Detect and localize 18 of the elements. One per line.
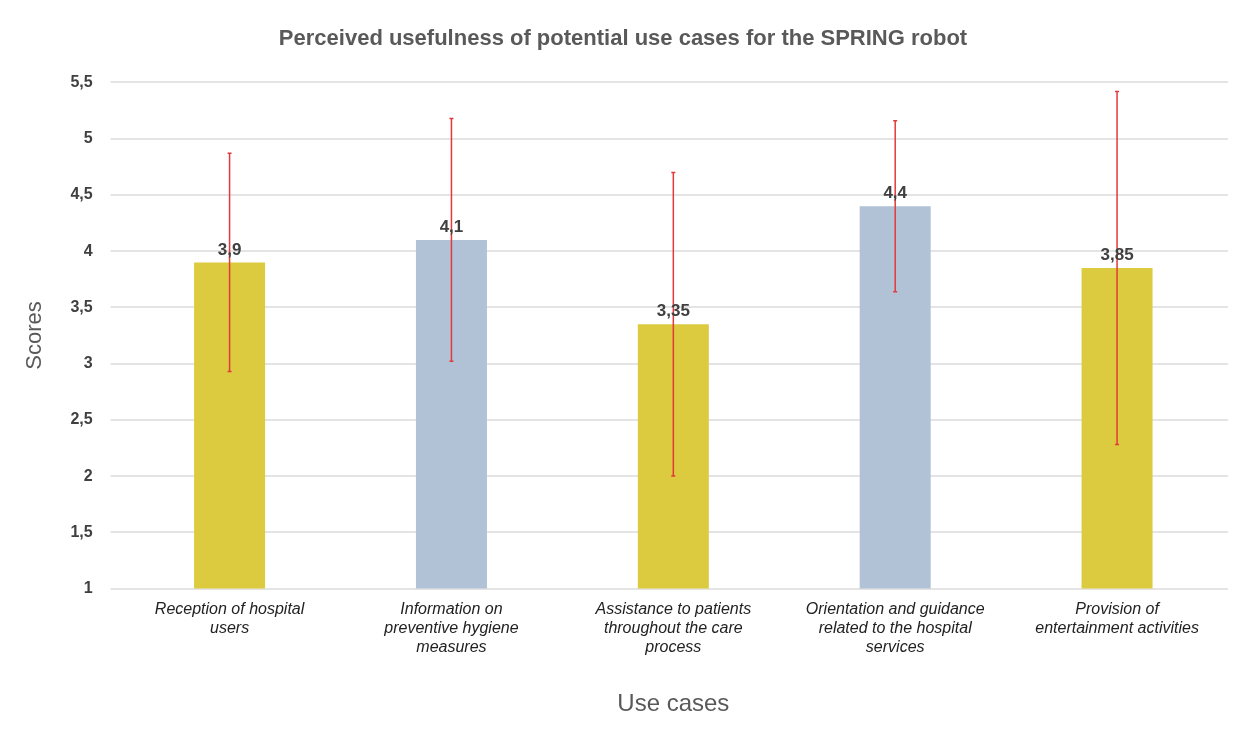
y-tick-label: 2 <box>83 466 93 484</box>
y-tick-label: 4,5 <box>70 185 93 203</box>
x-tick-label: Reception of hospital users <box>154 599 305 636</box>
y-tick-label: 5,5 <box>70 72 93 90</box>
x-tick-label: Information on preventive hygiene measures <box>383 599 519 656</box>
y-tick-label: 3 <box>83 354 93 372</box>
y-tick-label: 3,5 <box>70 297 93 315</box>
x-tick-label: Provision of entertainment activities <box>1035 599 1199 636</box>
y-tick-label: 1,5 <box>70 522 93 540</box>
y-tick-label: 2,5 <box>70 410 93 428</box>
x-tick-label: Orientation and guidance related to the hospital services <box>805 599 985 656</box>
x-tick-label: Assistance to patients throughout the care process <box>594 599 752 656</box>
x-axis-title: Use cases <box>617 689 730 717</box>
y-tick-label: 1 <box>83 579 93 597</box>
y-tick-label: 4 <box>83 241 93 259</box>
y-axis-title: Scores <box>21 301 47 370</box>
y-tick-label: 5 <box>83 129 93 147</box>
chart-title: Perceived usefulness of potential use cases for the SPRING robot <box>278 25 968 51</box>
